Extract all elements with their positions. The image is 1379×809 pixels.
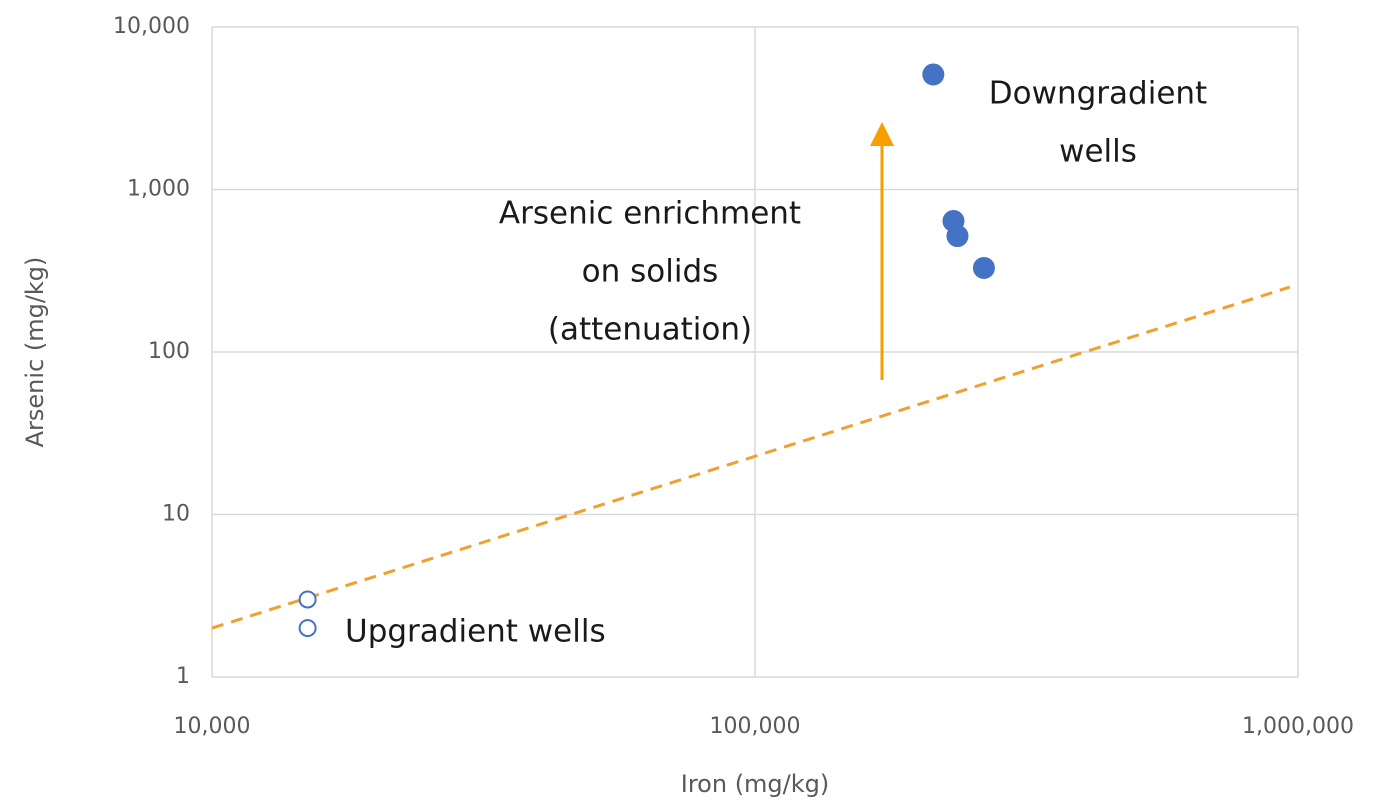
x-axis-label: Iron (mg/kg) <box>681 770 830 798</box>
point <box>946 225 969 248</box>
y-tick-label: 1,000 <box>127 177 190 202</box>
annotation: (attenuation) <box>548 312 752 348</box>
annotation: wells <box>1059 134 1137 170</box>
point <box>298 590 317 609</box>
x-tick-label: 10,000 <box>174 714 251 739</box>
y-tick-label: 100 <box>148 339 190 364</box>
point <box>922 63 945 86</box>
annotation: Downgradient <box>989 76 1207 112</box>
trend-line <box>211 285 1291 630</box>
point <box>972 256 995 279</box>
annotation: Arsenic enrichment <box>499 196 801 232</box>
x-tick-label: 100,000 <box>710 714 801 739</box>
annotation: on solids <box>582 254 719 290</box>
y-axis-label: Arsenic (mg/kg) <box>21 257 49 448</box>
annotation: Upgradient wells <box>345 614 606 650</box>
point <box>298 619 317 638</box>
arrow-head <box>870 122 894 146</box>
x-tick-label: 1,000,000 <box>1242 714 1354 739</box>
y-tick-label: 10 <box>162 502 190 527</box>
y-tick-label: 10,000 <box>113 14 190 39</box>
y-tick-label: 1 <box>176 664 190 689</box>
